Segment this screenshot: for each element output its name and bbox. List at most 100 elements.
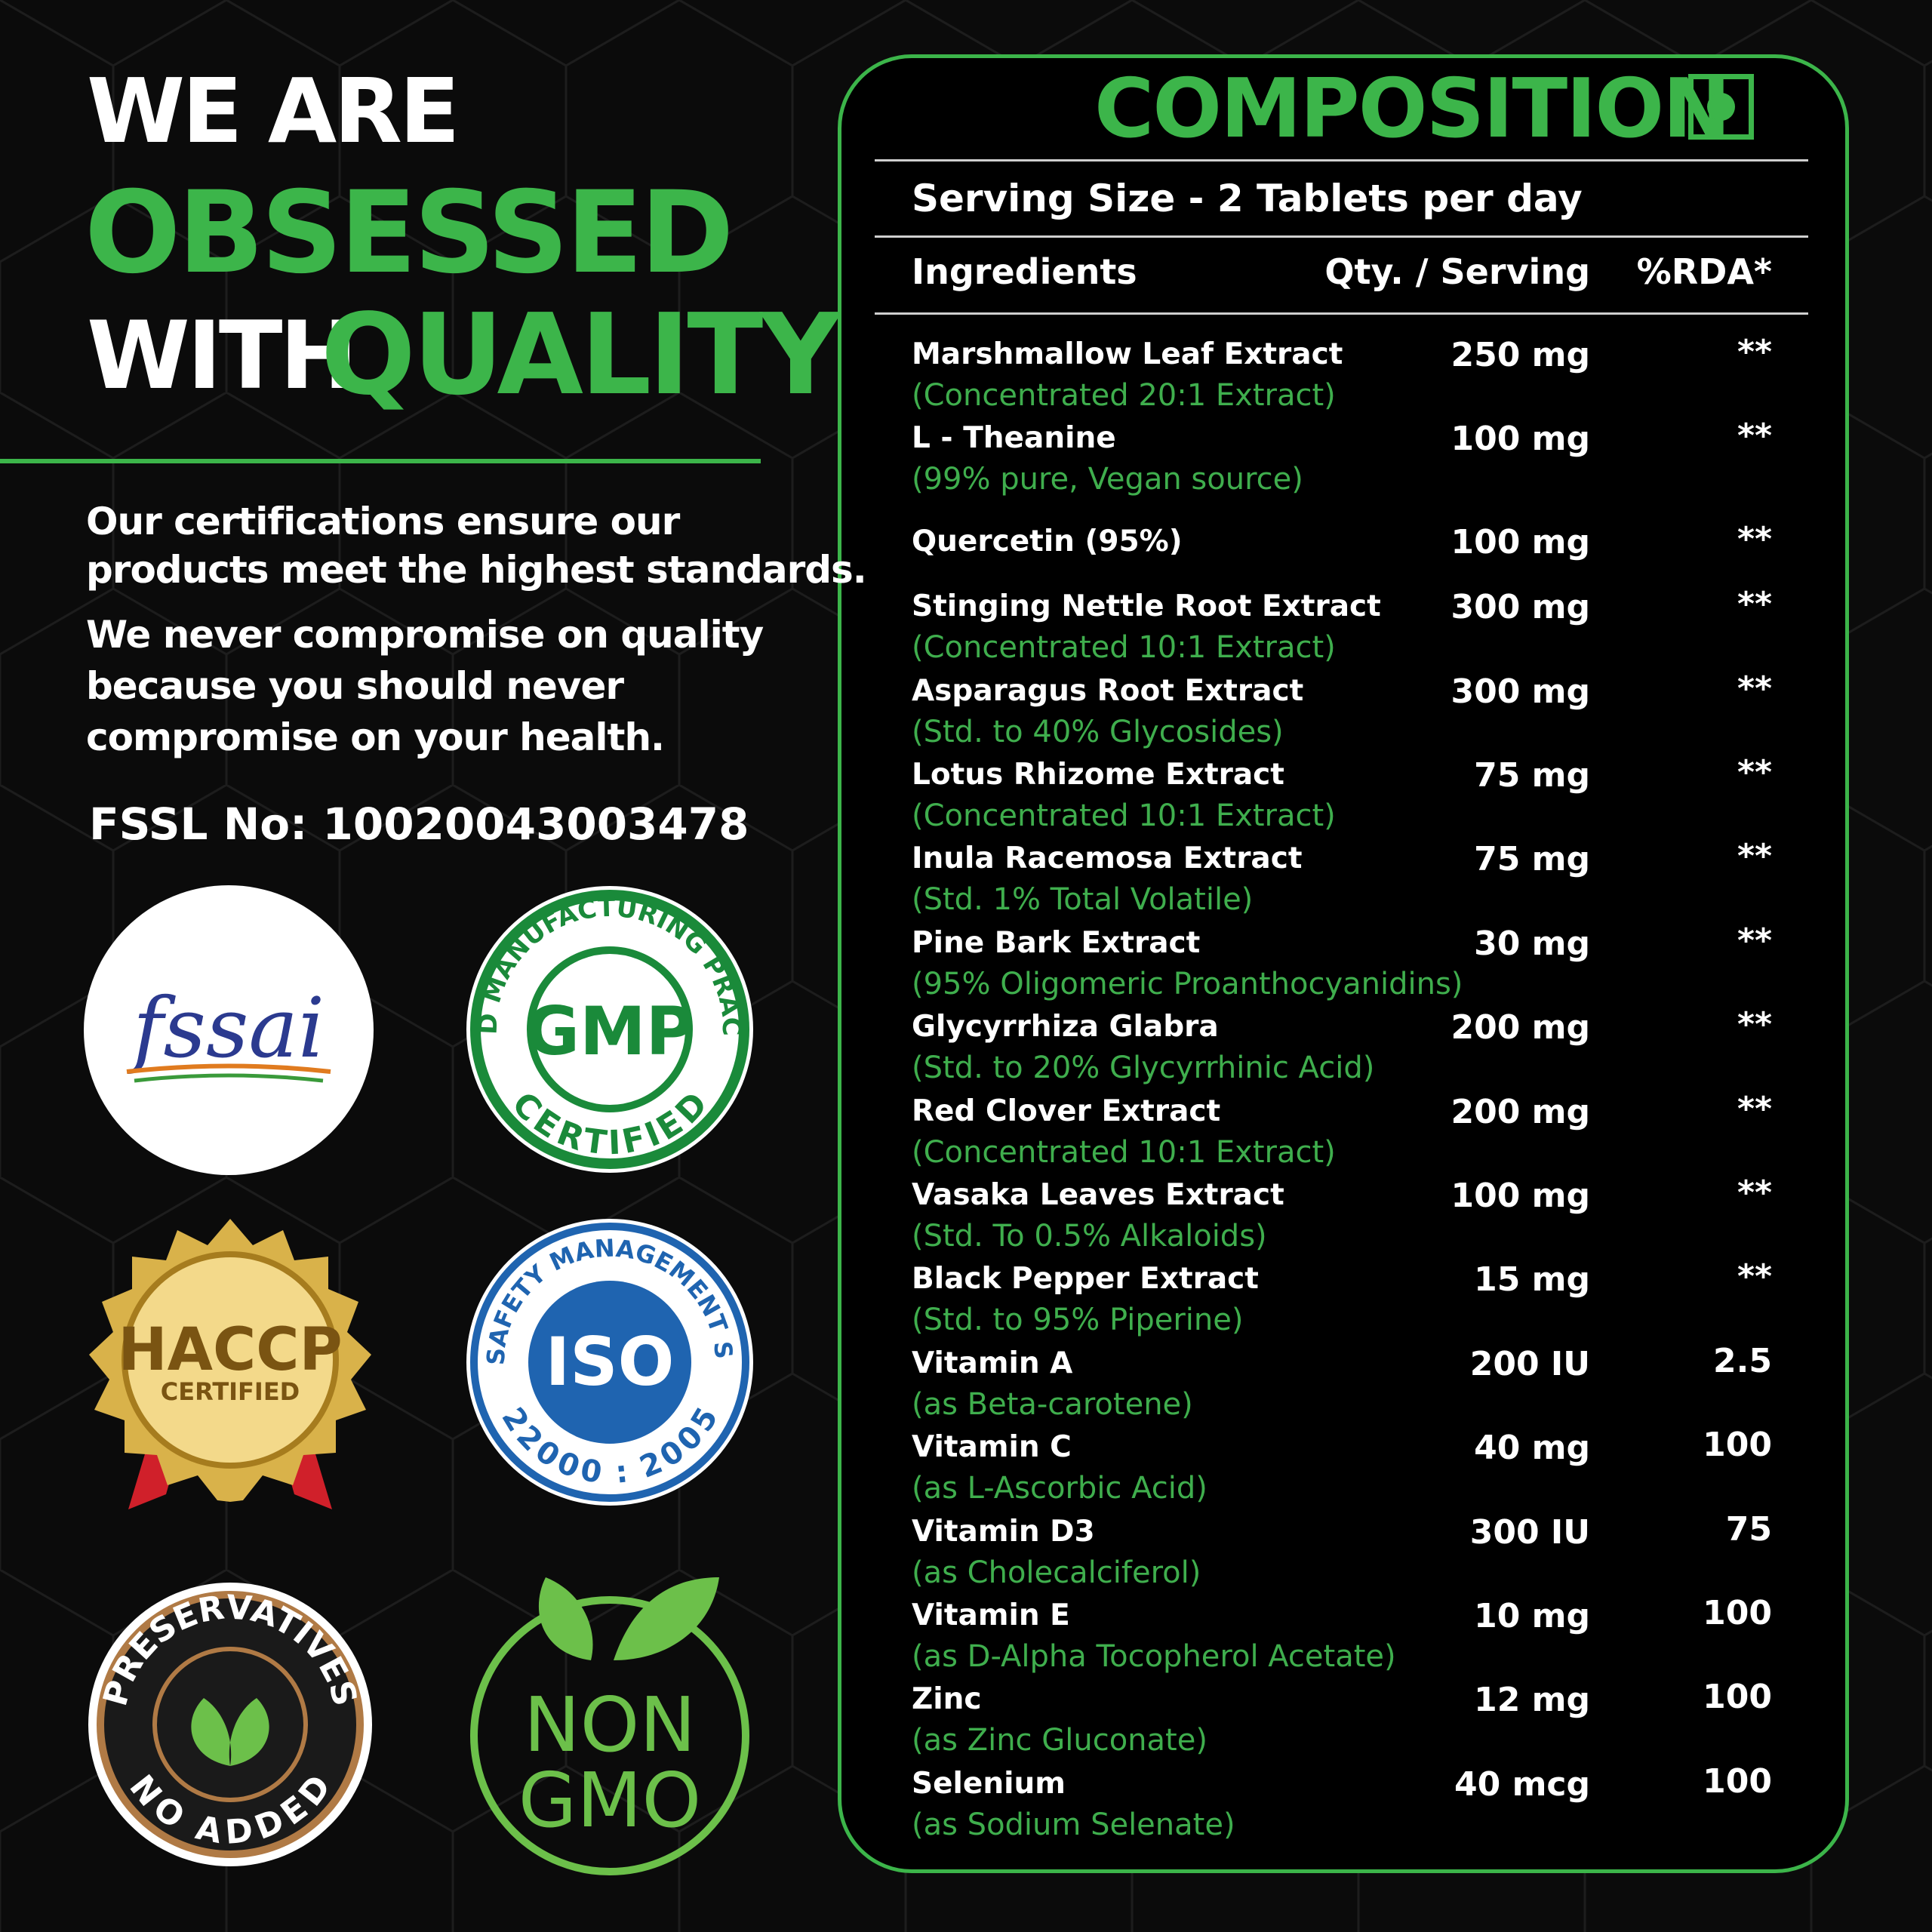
ingredient-qty: 15 mg (1474, 1260, 1590, 1300)
ingredient-note: (as Zinc Gluconate) (912, 1723, 1208, 1758)
ingredient-note: (95% Oligomeric Proanthocyanidins) (912, 966, 1463, 1001)
ingredient-note: (as D-Alpha Tocopherol Acetate) (912, 1639, 1396, 1674)
headline: OBSESSED (85, 168, 734, 299)
divider (0, 459, 761, 463)
ingredient-qty: 100 mg (1451, 1177, 1590, 1215)
ingredient-note: (99% pure, Vegan source) (912, 462, 1303, 497)
ingredient-rda: 100 (1703, 1761, 1772, 1801)
badge-text: NON (524, 1681, 696, 1769)
fssl: FSSL No: 10020043003478 (89, 798, 749, 850)
ingredient-note: (Concentrated 10:1 Extract) (912, 630, 1336, 666)
veg-icon (1688, 74, 1754, 140)
ingredient-name: Pine Bark Extract (912, 925, 1201, 960)
ingredient-rda: 100 (1703, 1678, 1772, 1717)
ingredient-name: Vitamin C (912, 1430, 1072, 1465)
ingredient-note: (as Cholecalciferol) (912, 1555, 1201, 1590)
headline: WITH (87, 302, 358, 411)
ingredient-rda: ** (1737, 333, 1772, 371)
ingredient-note: (Std. To 0.5% Alkaloids) (912, 1219, 1267, 1254)
ingredient-note: (Concentrated 10:1 Extract) (912, 1134, 1336, 1170)
ingredient-note: (Std. 1% Total Volatile) (912, 882, 1254, 918)
badge-text: fssai (128, 980, 325, 1076)
ingredient-qty: 12 mg (1474, 1681, 1590, 1720)
column-header: Ingredients (912, 251, 1137, 292)
ingredient-qty: 300 IU (1469, 1512, 1590, 1552)
badge-text: GMP (525, 992, 694, 1070)
rule (875, 312, 1808, 315)
headline: QUALITY (321, 290, 841, 420)
ingredient-rda: ** (1737, 837, 1772, 876)
ingredient-rda: ** (1737, 519, 1772, 558)
non-gmo-badge: NON GMO (470, 1577, 749, 1875)
ingredient-note: (as Sodium Selenate) (912, 1807, 1235, 1842)
ingredient-rda: 100 (1703, 1426, 1772, 1465)
ingredient-note: (Concentrated 10:1 Extract) (912, 798, 1336, 833)
ingredient-note: (Concentrated 20:1 Extract) (912, 378, 1336, 413)
column-header: Qty. / Serving (1324, 251, 1590, 292)
paragraph-line: compromise on your health. (86, 715, 665, 759)
paragraph-line: because you should never (86, 664, 624, 708)
ingredient-rda: 2.5 (1713, 1341, 1772, 1380)
ingredient-name: Inula Racemosa Extract (912, 841, 1303, 876)
ingredient-qty: 300 mg (1451, 672, 1590, 711)
ingredient-note: (as Beta-carotene) (912, 1386, 1193, 1422)
badge-text: GMO (518, 1756, 701, 1844)
composition-panel (838, 54, 1849, 1873)
ingredient-name: Marshmallow Leaf Extract (912, 337, 1343, 371)
ingredient-name: Quercetin (95%) (912, 524, 1183, 558)
ingredient-rda: ** (1737, 669, 1772, 708)
paragraph-line: We never compromise on quality (86, 613, 764, 657)
ingredient-qty: 40 mcg (1454, 1764, 1590, 1804)
ingredient-name: Zinc (912, 1682, 982, 1717)
ingredient-rda: ** (1737, 921, 1772, 960)
ingredient-rda: ** (1737, 1174, 1772, 1212)
ingredient-note: (Std. to 20% Glycyrrhinic Acid) (912, 1051, 1375, 1086)
ingredient-name: Lotus Rhizome Extract (912, 758, 1284, 792)
ingredient-qty: 250 mg (1451, 336, 1590, 374)
serving-size: Serving Size - 2 Tablets per day (912, 177, 1583, 220)
ingredient-rda: 100 (1703, 1594, 1772, 1632)
ingredient-qty: 100 mg (1451, 420, 1590, 459)
ingredient-qty: 200 mg (1451, 1092, 1590, 1131)
ingredient-qty: 10 mg (1474, 1597, 1590, 1635)
preservatives-badge: PRESERVATIVES NO ADDED (88, 1583, 372, 1866)
rule (875, 159, 1808, 162)
ingredient-rda: ** (1737, 585, 1772, 624)
ingredient-name: Glycyrrhiza Glabra (912, 1010, 1219, 1044)
ingredient-name: Asparagus Root Extract (912, 673, 1304, 708)
ingredient-qty: 200 mg (1451, 1008, 1590, 1048)
iso-badge: FOOD SAFETY MANAGEMENT SYSTEM 22000 : 20… (463, 1215, 753, 1506)
composition-title: COMPOSITION (1094, 62, 1731, 156)
ingredient-name: Red Clover Extract (912, 1094, 1221, 1128)
ingredient-name: Selenium (912, 1766, 1066, 1801)
ingredient-note: (Std. to 40% Glycosides) (912, 714, 1284, 749)
ingredient-rda: ** (1737, 1089, 1772, 1128)
ingredient-name: Vitamin E (912, 1598, 1070, 1632)
badge-text: CERTIFIED (161, 1377, 300, 1406)
ingredient-qty: 30 mg (1474, 924, 1590, 963)
badge-text: HACCP (118, 1316, 342, 1384)
column-header: %RDA* (1636, 251, 1772, 292)
headline: WE ARE (87, 59, 460, 163)
ingredient-rda: ** (1737, 753, 1772, 792)
ingredient-note: (Std. to 95% Piperine) (912, 1303, 1244, 1338)
rule (875, 235, 1808, 238)
ingredient-name: L - Theanine (912, 421, 1116, 456)
ingredient-qty: 100 mg (1451, 522, 1590, 561)
paragraph-line: products meet the highest standards. (86, 548, 867, 592)
ingredient-name: Vasaka Leaves Extract (912, 1178, 1284, 1212)
ingredient-qty: 75 mg (1474, 756, 1590, 795)
ingredient-rda: ** (1737, 417, 1772, 456)
badge-text: ISO (546, 1323, 675, 1401)
gmp-badge: GOOD MANUFACTURING PRACTICE CERTIFIED GM… (463, 882, 753, 1173)
ingredient-name: Vitamin A (912, 1346, 1073, 1380)
ingredient-qty: 300 mg (1451, 588, 1590, 627)
ingredient-qty: 75 mg (1474, 840, 1590, 879)
ingredient-rda: 75 (1725, 1509, 1772, 1549)
ingredient-rda: ** (1737, 1257, 1772, 1297)
fssai-badge: fssai (84, 885, 374, 1175)
ingredient-name: Vitamin D3 (912, 1514, 1095, 1549)
ingredient-name: Black Pepper Extract (912, 1262, 1259, 1297)
ingredient-name: Stinging Nettle Root Extract (912, 589, 1381, 624)
